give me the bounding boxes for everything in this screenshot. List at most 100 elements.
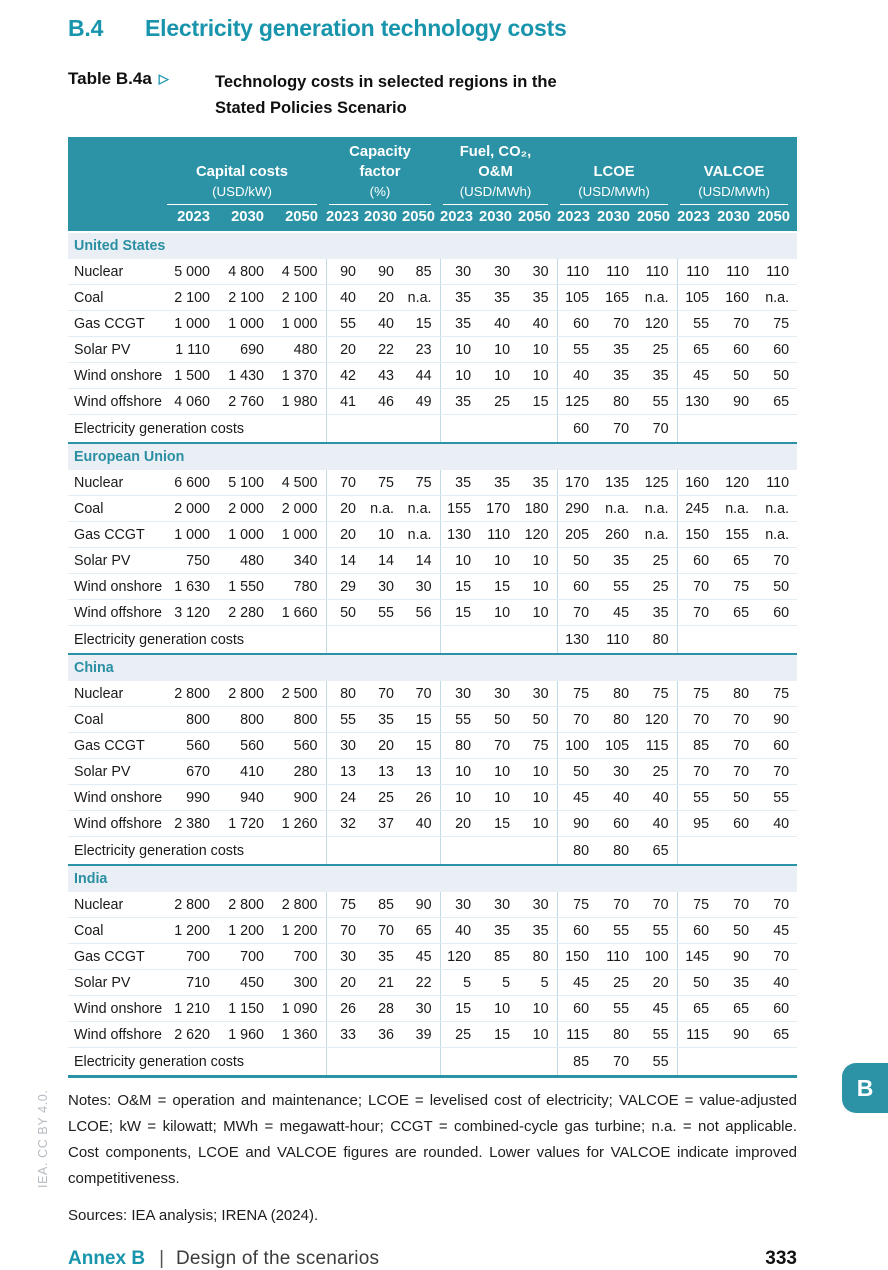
empty-cell	[439, 414, 558, 443]
row-label: Coal	[68, 706, 164, 733]
value-cell: 110	[479, 521, 519, 548]
value-cell: 28	[364, 995, 402, 1022]
empty-cell	[325, 1047, 441, 1077]
value-cell: 50	[676, 969, 718, 996]
value-cell: 65	[676, 336, 718, 363]
value-cell: 30	[439, 681, 480, 707]
value-cell: 1 370	[272, 362, 326, 389]
empty-cell	[325, 836, 441, 865]
value-cell: 3 120	[164, 599, 218, 626]
value-cell: 40	[757, 810, 798, 837]
generation-costs-label: Electricity generation costs	[74, 420, 245, 437]
value-cell: 85	[676, 732, 718, 759]
value-cell: 1 960	[218, 1021, 272, 1048]
value-cell: 15	[402, 706, 441, 733]
empty-cell	[439, 1047, 558, 1077]
value-cell: 2 620	[164, 1021, 218, 1048]
generation-costs-value: 60	[556, 414, 598, 443]
value-cell: 40	[556, 362, 598, 389]
value-cell: 1 110	[164, 336, 218, 363]
value-cell: 35	[597, 362, 638, 389]
value-cell: 55	[439, 706, 480, 733]
value-cell: 45	[597, 599, 638, 626]
value-cell: 15	[479, 573, 519, 600]
value-cell: 5 100	[218, 470, 272, 496]
side-tab-letter: B	[856, 1074, 874, 1101]
region-band: United States	[68, 231, 798, 259]
value-cell: 80	[597, 388, 638, 415]
value-cell: 40	[597, 784, 638, 811]
value-cell: 40	[402, 810, 441, 837]
value-cell: 75	[757, 681, 798, 707]
value-cell: 10	[439, 547, 480, 574]
value-cell: 70	[597, 892, 638, 918]
value-cell: 35	[439, 310, 480, 337]
value-cell: 75	[676, 892, 718, 918]
section-heading: B.4 Electricity generation technology co…	[68, 15, 797, 42]
value-cell: 33	[325, 1021, 364, 1048]
value-cell: 70	[556, 599, 598, 626]
value-cell: 55	[325, 706, 364, 733]
region-label: India	[68, 864, 798, 892]
value-cell: 10	[518, 810, 558, 837]
value-cell: 22	[364, 336, 402, 363]
value-cell: 710	[164, 969, 218, 996]
value-cell: 13	[402, 758, 441, 785]
technology-costs-table: Capital costs (USD/kW) Capacity factor (…	[68, 136, 798, 1078]
table-row: Gas CCGT 1 000 1 000 1 000 55 40 15 35 40 40 60 70 1…	[68, 310, 798, 337]
value-cell: 2 000	[164, 495, 218, 522]
value-cell: 25	[637, 336, 678, 363]
value-cell: 80	[597, 681, 638, 707]
value-cell: 30	[597, 758, 638, 785]
value-cell: 50	[757, 362, 798, 389]
value-cell: 110	[597, 943, 638, 970]
value-cell: 100	[637, 943, 678, 970]
generation-costs-row: Electricity generation costs 85 70 55	[68, 1047, 798, 1077]
generation-costs-value: 70	[613, 420, 630, 437]
value-cell: 50	[717, 362, 758, 389]
value-cell: 70	[637, 892, 678, 918]
year-header: 2050	[757, 205, 798, 232]
value-cell: 35	[717, 969, 758, 996]
value-cell: 80	[518, 943, 558, 970]
value-cell: 25	[637, 758, 678, 785]
value-cell: 10	[518, 784, 558, 811]
value-cell: 20	[364, 284, 402, 311]
value-cell: 40	[637, 810, 678, 837]
value-cell: 480	[272, 336, 326, 363]
value-cell: 35	[479, 284, 519, 311]
row-label: Gas CCGT	[68, 943, 164, 970]
value-cell: 20	[637, 969, 678, 996]
row-label: Nuclear	[68, 892, 164, 918]
value-cell: 30	[479, 892, 519, 918]
value-cell: 1 210	[164, 995, 218, 1022]
value-cell: 2 800	[272, 892, 326, 918]
value-cell: 20	[325, 521, 364, 548]
value-cell: 75	[364, 470, 402, 496]
value-cell: n.a.	[757, 284, 798, 311]
value-cell: 480	[218, 547, 272, 574]
value-cell: 70	[676, 758, 718, 785]
value-cell: 10	[518, 547, 558, 574]
value-cell: 70	[717, 892, 758, 918]
generation-costs-value: 130	[556, 625, 598, 654]
year-header: 2023	[677, 205, 718, 232]
row-label: Wind onshore	[68, 573, 164, 600]
value-cell: n.a.	[597, 495, 638, 522]
generation-costs-label: Electricity generation costs	[74, 631, 245, 648]
group-unit: (USD/MWh)	[459, 183, 532, 199]
value-cell: 40	[637, 784, 678, 811]
value-cell: 70	[402, 681, 441, 707]
value-cell: 30	[325, 943, 364, 970]
value-cell: 45	[402, 943, 441, 970]
value-cell: 120	[637, 706, 678, 733]
value-cell: 80	[597, 1021, 638, 1048]
value-cell: 13	[325, 758, 364, 785]
value-cell: 5 000	[164, 259, 218, 285]
group-title: Capital costs	[195, 163, 289, 180]
table-sources: Sources: IEA analysis; IRENA (2024).	[68, 1207, 319, 1225]
value-cell: 36	[364, 1021, 402, 1048]
value-cell: 1 630	[164, 573, 218, 600]
value-cell: 40	[325, 284, 364, 311]
group-unit: (%)	[369, 183, 391, 199]
